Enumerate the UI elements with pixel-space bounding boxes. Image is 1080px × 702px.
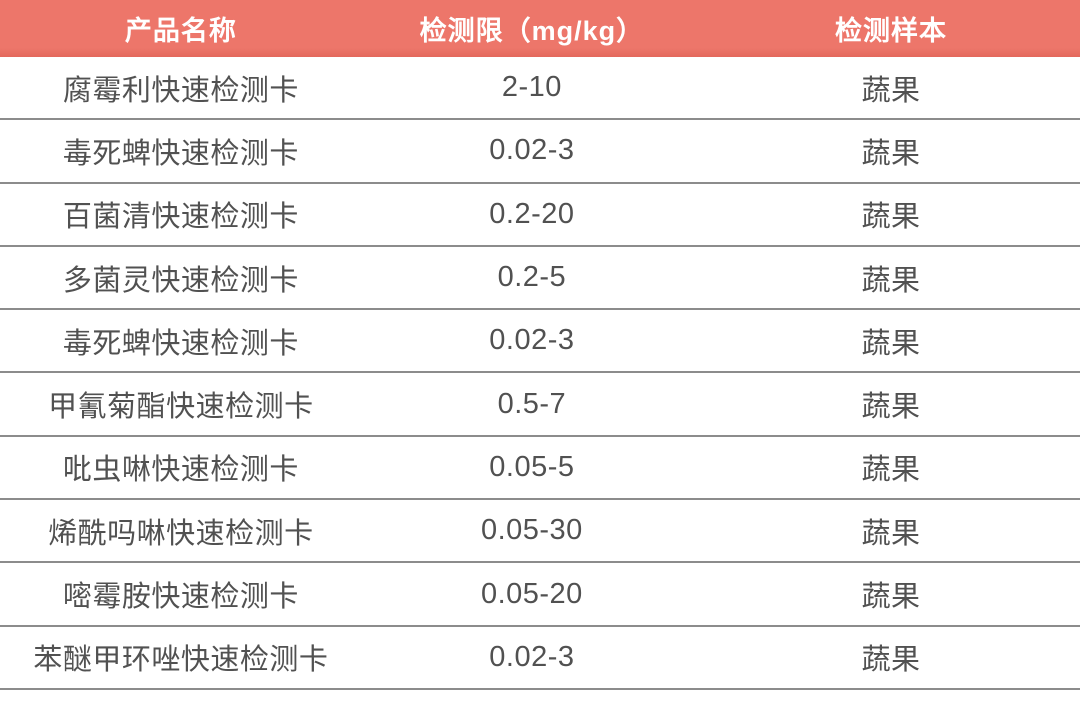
table-row: 吡虫啉快速检测卡 0.05-5 蔬果: [0, 435, 1080, 501]
detection-limit-cell: 0.5-7: [361, 372, 702, 437]
column-header-detection-limit: 检测限（mg/kg）: [361, 0, 702, 57]
table-body: 腐霉利快速检测卡 2-10 蔬果 毒死蜱快速检测卡 0.02-3 蔬果 百菌清快…: [0, 57, 1080, 690]
product-name-cell: 多菌灵快速检测卡: [0, 245, 362, 311]
table-row: 嘧霉胺快速检测卡 0.05-20 蔬果: [0, 562, 1080, 627]
column-header-sample-type: 检测样本: [701, 0, 1080, 57]
detection-limit-cell: 0.2-5: [361, 245, 702, 311]
detection-limit-cell: 0.2-20: [361, 182, 702, 247]
detection-limit-cell: 2-10: [361, 57, 702, 121]
sample-type-cell: 蔬果: [701, 562, 1080, 627]
product-name-cell: 甲氰菊酯快速检测卡: [0, 372, 362, 437]
product-name-cell: 毒死蜱快速检测卡: [0, 119, 362, 184]
sample-type-cell: 蔬果: [701, 372, 1080, 437]
detection-limit-cell: 0.02-3: [361, 625, 702, 690]
product-name-cell: 毒死蜱快速检测卡: [0, 309, 362, 374]
table-row: 腐霉利快速检测卡 2-10 蔬果: [0, 57, 1080, 121]
sample-type-cell: 蔬果: [701, 625, 1080, 690]
sample-type-cell: 蔬果: [701, 57, 1080, 121]
table-row: 苯醚甲环唑快速检测卡 0.02-3 蔬果: [0, 625, 1080, 690]
table-row: 烯酰吗啉快速检测卡 0.05-30 蔬果: [0, 499, 1080, 564]
detection-limit-cell: 0.05-20: [361, 562, 702, 627]
table-row: 甲氰菊酯快速检测卡 0.5-7 蔬果: [0, 372, 1080, 437]
sample-type-cell: 蔬果: [701, 119, 1080, 184]
product-name-cell: 腐霉利快速检测卡: [0, 57, 362, 121]
detection-limit-cell: 0.02-3: [361, 309, 702, 374]
product-name-cell: 嘧霉胺快速检测卡: [0, 562, 362, 627]
product-name-cell: 苯醚甲环唑快速检测卡: [0, 625, 362, 690]
product-name-cell: 百菌清快速检测卡: [0, 182, 362, 247]
table-row: 毒死蜱快速检测卡 0.02-3 蔬果: [0, 309, 1080, 374]
detection-limit-cell: 0.02-3: [361, 119, 702, 184]
column-header-product-name: 产品名称: [0, 0, 362, 57]
sample-type-cell: 蔬果: [701, 182, 1080, 247]
table-header: 产品名称 检测限（mg/kg） 检测样本: [0, 0, 1080, 57]
table-row: 多菌灵快速检测卡 0.2-5 蔬果: [0, 245, 1080, 311]
table-row: 毒死蜱快速检测卡 0.02-3 蔬果: [0, 119, 1080, 184]
sample-type-cell: 蔬果: [701, 245, 1080, 311]
product-name-cell: 吡虫啉快速检测卡: [0, 435, 362, 501]
product-name-cell: 烯酰吗啉快速检测卡: [0, 499, 362, 564]
sample-type-cell: 蔬果: [701, 435, 1080, 501]
sample-type-cell: 蔬果: [701, 309, 1080, 374]
sample-type-cell: 蔬果: [701, 499, 1080, 564]
detection-limit-cell: 0.05-30: [361, 499, 702, 564]
table-row: 百菌清快速检测卡 0.2-20 蔬果: [0, 182, 1080, 247]
header-row: 产品名称 检测限（mg/kg） 检测样本: [0, 0, 1080, 57]
detection-limit-cell: 0.05-5: [361, 435, 702, 501]
